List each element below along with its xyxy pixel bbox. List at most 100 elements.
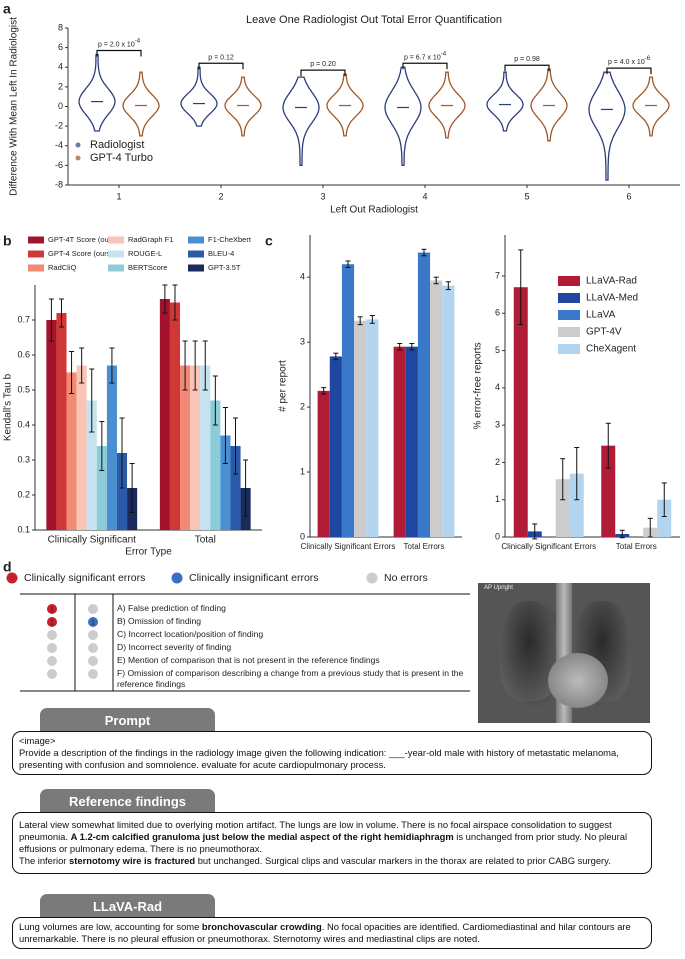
error-bar (345, 260, 351, 268)
y-tick-label: 2 (495, 457, 500, 467)
p-value-text: p = 6.7 x 10 (404, 54, 441, 61)
bold-text: bronchovascular crowding (201, 921, 322, 932)
significance-bracket (606, 67, 652, 75)
violin (588, 71, 626, 181)
legend-swatch (108, 264, 124, 272)
panel-label: c (265, 233, 273, 249)
legend-label: Clinically significant errors (24, 572, 145, 584)
error-bar (560, 458, 566, 501)
text: Lateral view somewhat limited due to ove… (19, 819, 612, 842)
y-tick-label: -4 (55, 140, 63, 150)
legend-swatch (558, 293, 580, 303)
legend-swatch (28, 236, 44, 244)
llava-tab: LLaVA-Rad (40, 894, 215, 919)
x-tick-label: 4 (422, 191, 427, 201)
y-tick-label: 0.6 (17, 349, 30, 359)
error-bar (192, 340, 198, 391)
bar (116, 453, 128, 530)
y-tick-label: -6 (55, 160, 63, 170)
panel-label: b (3, 233, 12, 249)
bar (569, 473, 584, 537)
legend-label: ROUGE-L (128, 249, 162, 258)
legend-label: No errors (384, 572, 428, 584)
legend-swatch (28, 250, 44, 258)
paragraph: Lung volumes are low, accounting for som… (19, 921, 645, 945)
bar (220, 435, 231, 530)
error-bar (574, 447, 580, 501)
error-bar (119, 417, 125, 489)
bar (169, 302, 181, 530)
significance-bracket (198, 62, 244, 70)
y-tick-label: 0.2 (17, 489, 30, 499)
reference-tab: Reference findings (40, 789, 215, 814)
y-tick-label: -2 (55, 121, 63, 131)
p-value: p = 4.0 x 10-6 (608, 56, 651, 66)
x-axis-label: Left Out Radiologist (330, 205, 418, 216)
y-tick-label: 0.3 (17, 454, 30, 464)
error-count: 1 (50, 619, 54, 626)
x-tick-label: Total (195, 535, 216, 546)
bar (86, 400, 97, 530)
error-bar (212, 375, 218, 426)
bar (180, 365, 191, 530)
paragraph: <image> (19, 735, 645, 747)
bar (210, 400, 221, 530)
y-tick-label: 0 (58, 101, 63, 111)
bar (329, 356, 342, 537)
bar (317, 390, 330, 537)
y-tick-label: 6 (58, 42, 63, 52)
prompt-tab: Prompt (40, 708, 215, 733)
y-tick-label: 0.5 (17, 384, 30, 394)
y-tick-label: 4 (300, 272, 305, 282)
error-type: B) Omission of finding (117, 616, 202, 626)
y-tick-label: 0.1 (17, 524, 30, 534)
bar (230, 446, 241, 530)
legend-swatch (558, 310, 580, 320)
error-bar (222, 407, 228, 464)
y-tick-label: -8 (55, 179, 63, 189)
violin (326, 73, 364, 137)
p-value-text: p = 0.20 (310, 61, 336, 68)
error-type: C) Incorrect location/position of findin… (117, 629, 264, 639)
bar (66, 372, 77, 530)
error-bar (619, 529, 625, 539)
x-tick-label: 3 (320, 191, 325, 201)
violin (180, 66, 218, 127)
paragraph: The inferior sternotomy wire is fracture… (19, 855, 645, 867)
bar (513, 287, 528, 537)
violin (282, 76, 320, 167)
chart-title: Leave One Radiologist Out Total Error Qu… (246, 14, 502, 26)
legend-marker (171, 572, 183, 584)
error-bar (369, 315, 375, 324)
bar (430, 280, 443, 537)
legend-label: RadGraph F1 (128, 235, 173, 244)
y-axis-label: Difference With Mean Left In Radiologist (9, 17, 20, 196)
legend-marker (75, 155, 81, 161)
error-bar (518, 249, 524, 325)
bar (106, 365, 117, 530)
bold-text: A 1.2-cm calcified granuloma just below … (70, 831, 454, 842)
paragraph: Lateral view somewhat limited due to ove… (19, 819, 645, 855)
legend-swatch (188, 264, 204, 272)
bar (341, 264, 355, 537)
error-bar (79, 347, 85, 384)
text: <image> (19, 735, 56, 746)
error-type: A) False prediction of finding (117, 603, 226, 613)
p-value-text: p = 0.98 (514, 56, 540, 63)
heart-shape (548, 653, 608, 708)
violin (384, 66, 422, 167)
text: The inferior (19, 855, 70, 866)
error-bar (58, 298, 64, 328)
p-value-exponent: -4 (135, 38, 141, 44)
x-tick-label: 1 (116, 191, 121, 201)
bar (56, 313, 67, 530)
legend-label: GPT-4 Score (ours) (48, 249, 114, 258)
bar (442, 285, 455, 537)
legend-swatch (558, 327, 580, 337)
bar (555, 479, 570, 537)
p-value-text: p = 2.0 x 10 (98, 41, 135, 48)
error-dot (88, 630, 98, 640)
error-bar (661, 482, 667, 517)
error-dot (47, 630, 57, 640)
bar (159, 299, 170, 530)
